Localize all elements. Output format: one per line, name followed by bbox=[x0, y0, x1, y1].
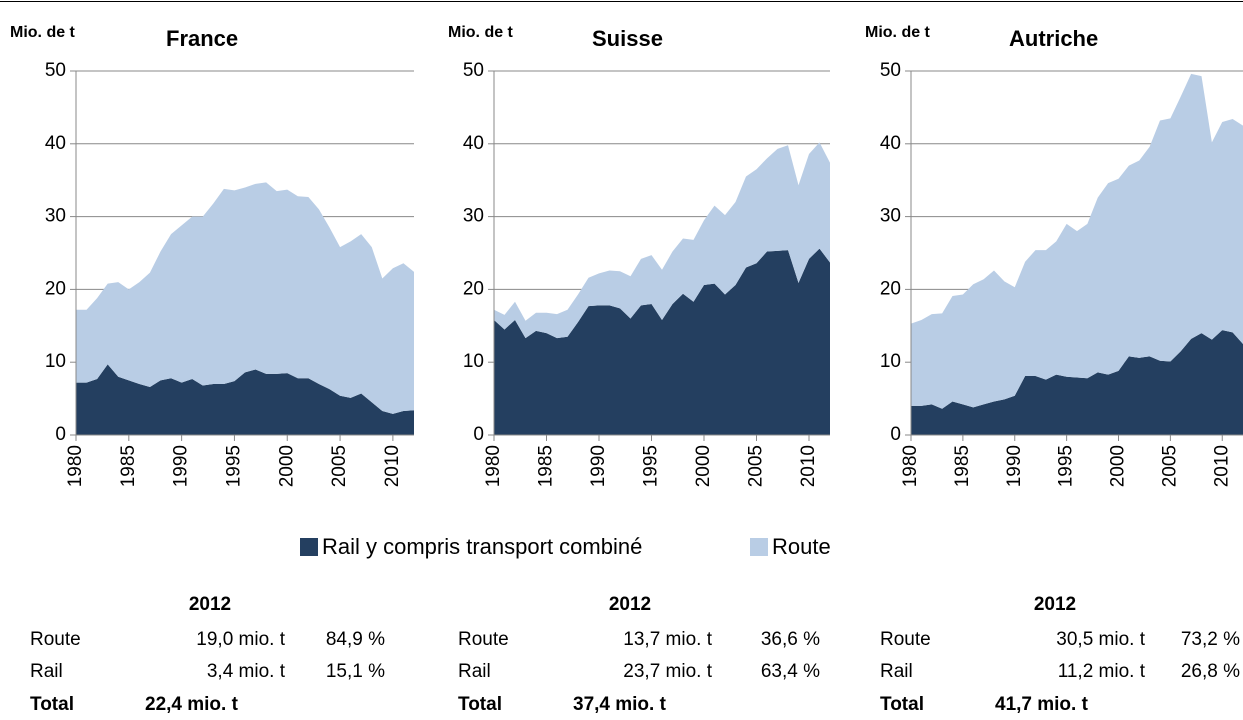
area bbox=[494, 248, 830, 435]
chart-title: Suisse bbox=[592, 26, 663, 51]
table-cell: 11,2 mio. t bbox=[1058, 661, 1146, 682]
plot bbox=[494, 70, 830, 435]
y-tick-label: 0 bbox=[55, 424, 66, 445]
x-tick-label: 2005 bbox=[1159, 445, 1180, 487]
x-tick-label: 2010 bbox=[798, 445, 819, 487]
y-tick-label: 30 bbox=[463, 206, 484, 227]
x-tick-label: 2010 bbox=[1211, 445, 1232, 487]
y-tick-label: 10 bbox=[463, 351, 484, 372]
y-tick-label: 10 bbox=[45, 351, 66, 372]
table-cell: Route bbox=[880, 629, 931, 650]
legend-swatch bbox=[750, 538, 768, 556]
area bbox=[911, 330, 1243, 435]
table-title: 2012 bbox=[189, 594, 231, 615]
table-cell: 41,7 mio. t bbox=[995, 694, 1089, 715]
y-tick-label: 30 bbox=[45, 206, 66, 227]
legend-label: Route bbox=[772, 534, 831, 559]
table-title: 2012 bbox=[1034, 594, 1076, 615]
chart-title: France bbox=[166, 26, 238, 51]
legend-swatch bbox=[300, 538, 318, 556]
x-tick-label: 1980 bbox=[483, 445, 504, 487]
y-tick-label: 40 bbox=[463, 133, 484, 154]
table-cell: 30,5 mio. t bbox=[1056, 629, 1145, 650]
table-cell: 19,0 mio. t bbox=[196, 629, 285, 650]
table-cell: 36,6 % bbox=[761, 629, 820, 650]
y-tick-label: 40 bbox=[45, 133, 66, 154]
y-tick-label: 0 bbox=[473, 424, 484, 445]
x-tick-label: 1995 bbox=[641, 445, 662, 487]
x-tick-label: 1990 bbox=[171, 445, 192, 487]
x-tick-label: 2000 bbox=[1108, 445, 1129, 487]
area bbox=[494, 142, 830, 339]
table-cell: Rail bbox=[880, 661, 913, 682]
table-cell: Route bbox=[30, 629, 81, 650]
x-tick-label: 1995 bbox=[223, 445, 244, 487]
x-tick-label: 1985 bbox=[952, 445, 973, 487]
table-cell: Rail bbox=[458, 661, 491, 682]
x-tick-label: 1985 bbox=[536, 445, 557, 487]
table-cell: 22,4 mio. t bbox=[145, 694, 239, 715]
chart-title: Autriche bbox=[1009, 26, 1098, 51]
table-cell: 23,7 mio. t bbox=[623, 661, 712, 682]
y-tick-label: 50 bbox=[463, 60, 484, 81]
y-axis-label: Mio. de t bbox=[448, 24, 514, 41]
x-tick-label: 2005 bbox=[746, 445, 767, 487]
x-tick-label: 1990 bbox=[1004, 445, 1025, 487]
table-cell: 37,4 mio. t bbox=[573, 694, 667, 715]
table-cell: 73,2 % bbox=[1181, 629, 1240, 650]
table-cell: 15,1 % bbox=[326, 661, 385, 682]
area bbox=[76, 364, 414, 435]
x-tick-label: 1980 bbox=[900, 445, 921, 487]
y-tick-label: 20 bbox=[45, 278, 66, 299]
table-cell: 26,8 % bbox=[1181, 661, 1240, 682]
plot bbox=[76, 70, 414, 435]
x-tick-label: 2000 bbox=[693, 445, 714, 487]
y-tick-label: 0 bbox=[890, 424, 901, 445]
x-tick-label: 1995 bbox=[1056, 445, 1077, 487]
table-cell: Total bbox=[880, 694, 924, 715]
y-tick-label: 20 bbox=[880, 278, 901, 299]
y-tick-label: 30 bbox=[880, 206, 901, 227]
table-cell: 3,4 mio. t bbox=[207, 661, 286, 682]
y-tick-label: 20 bbox=[463, 278, 484, 299]
y-tick-label: 40 bbox=[880, 133, 901, 154]
x-tick-label: 2010 bbox=[382, 445, 403, 487]
x-tick-label: 2000 bbox=[276, 445, 297, 487]
table-cell: Total bbox=[458, 694, 502, 715]
area bbox=[76, 182, 414, 414]
y-axis-label: Mio. de t bbox=[865, 24, 931, 41]
x-tick-label: 1985 bbox=[118, 445, 139, 487]
x-tick-label: 1990 bbox=[588, 445, 609, 487]
y-axis-label: Mio. de t bbox=[10, 24, 76, 41]
area bbox=[911, 73, 1243, 409]
x-tick-label: 2005 bbox=[329, 445, 350, 487]
legend-label: Rail y compris transport combiné bbox=[322, 534, 642, 559]
table-cell: Route bbox=[458, 629, 509, 650]
table-cell: Rail bbox=[30, 661, 63, 682]
plot bbox=[911, 70, 1243, 435]
y-tick-label: 10 bbox=[880, 351, 901, 372]
x-tick-label: 1980 bbox=[65, 445, 86, 487]
table-cell: 63,4 % bbox=[761, 661, 820, 682]
y-tick-label: 50 bbox=[880, 60, 901, 81]
table-cell: Total bbox=[30, 694, 74, 715]
table-cell: 13,7 mio. t bbox=[623, 629, 712, 650]
table-cell: 84,9 % bbox=[326, 629, 385, 650]
y-tick-label: 50 bbox=[45, 60, 66, 81]
table-title: 2012 bbox=[609, 594, 651, 615]
